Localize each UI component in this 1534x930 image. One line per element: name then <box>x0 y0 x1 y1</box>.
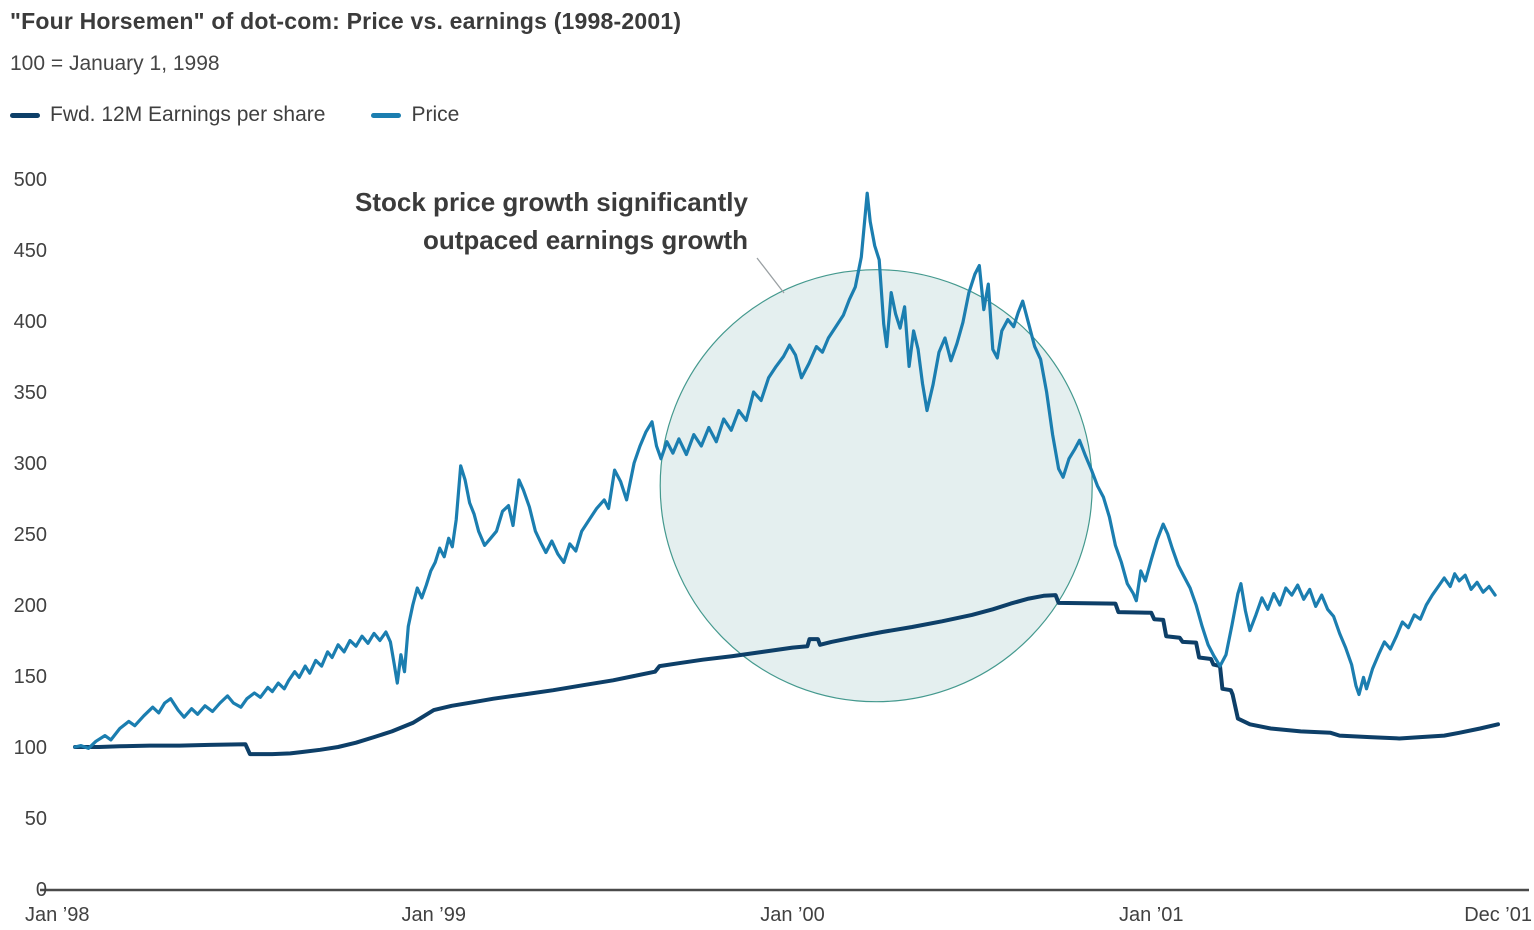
y-tick-label: 400 <box>14 311 47 333</box>
legend: Fwd. 12M Earnings per share Price <box>10 103 459 127</box>
legend-label-price: Price <box>411 103 460 126</box>
y-tick-label: 350 <box>14 382 47 404</box>
y-tick-label: 250 <box>14 524 47 546</box>
y-tick-label: 200 <box>14 595 47 617</box>
legend-label-earnings: Fwd. 12M Earnings per share <box>50 103 326 126</box>
y-tick-label: 0 <box>36 879 47 901</box>
chart-subtitle: 100 = January 1, 1998 <box>10 52 220 75</box>
x-tick-label: Jan ’01 <box>1119 904 1184 926</box>
y-tick-label: 500 <box>14 169 47 191</box>
legend-item-earnings: Fwd. 12M Earnings per share <box>10 103 325 127</box>
earnings-swatch-icon <box>10 112 40 118</box>
x-tick-label: Jan ’98 <box>25 904 90 926</box>
price-line <box>73 191 1497 751</box>
annotation-leader-line <box>756 257 785 294</box>
x-tick-label: Jan ’99 <box>402 904 467 926</box>
y-tick-label: 300 <box>14 453 47 475</box>
earnings-line <box>73 593 1500 757</box>
annotation-line1: Stock price growth significantly <box>355 187 748 217</box>
legend-item-price: Price <box>371 103 459 127</box>
y-tick-label: 100 <box>14 737 47 759</box>
x-tick-label: Jan ’00 <box>760 904 825 926</box>
chart-title: "Four Horsemen" of dot-com: Price vs. ea… <box>10 8 682 34</box>
annotation-line2: outpaced earnings growth <box>423 225 748 255</box>
y-tick-label: 450 <box>14 240 47 262</box>
y-tick-label: 50 <box>25 808 47 830</box>
price-swatch-icon <box>371 112 402 118</box>
x-tick-label: Dec ’01 <box>1464 904 1532 926</box>
y-tick-label: 150 <box>14 666 47 688</box>
highlight-circle <box>659 269 1093 703</box>
